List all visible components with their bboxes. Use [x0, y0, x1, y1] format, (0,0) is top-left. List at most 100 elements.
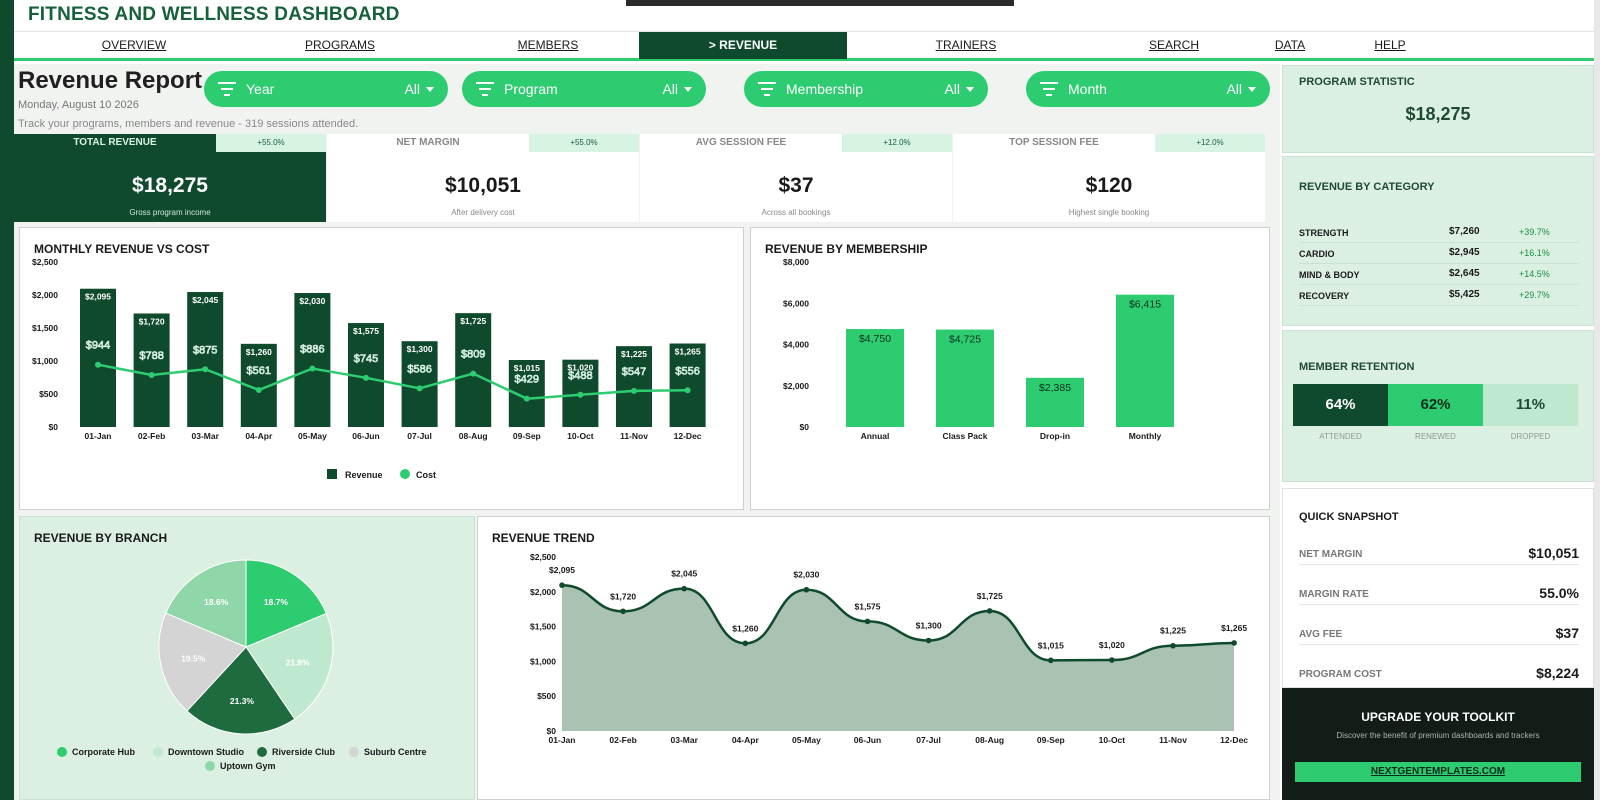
- revenue-bar-label: $1,725: [460, 316, 486, 326]
- pie-slice: [165, 559, 247, 648]
- filter-label: Program: [504, 81, 558, 97]
- trend-point: [864, 618, 871, 625]
- revenue-bar-label: $1,300: [407, 344, 433, 354]
- pie-slice: [158, 612, 247, 712]
- y-tick-label: $1,000: [530, 656, 556, 666]
- filter-membership[interactable]: Membership All: [744, 71, 988, 107]
- trend-point: [803, 586, 810, 593]
- member-retention-panel: MEMBER RETENTION 64% 62% 11% ATTENDED RE…: [1282, 330, 1594, 482]
- filter-month[interactable]: Month All: [1026, 71, 1270, 107]
- x-tick-label: 03-Mar: [191, 431, 219, 441]
- trend-point: [559, 582, 565, 588]
- upgrade-banner: UPGRADE YOUR TOOLKIT Discover the benefi…: [1282, 688, 1594, 800]
- program-statistic-value: $18,275: [1405, 104, 1471, 124]
- legend-swatch-revenue: [327, 469, 337, 479]
- pie-slice: [245, 612, 334, 720]
- filter-value: All: [404, 81, 420, 97]
- x-tick-label: 12-Dec: [1220, 735, 1248, 745]
- nav-help[interactable]: HELP: [1374, 38, 1406, 52]
- trend-point: [986, 608, 993, 614]
- trend-chart: $2,500 $2,000 $1,500 $1,000 $500 $0 $2,095 01-J…: [530, 552, 1248, 745]
- filter-label: Year: [246, 81, 275, 97]
- membership-bar: [936, 329, 994, 427]
- revenue-bar-label: $1,020: [567, 363, 593, 373]
- membership-bar: [1116, 294, 1174, 427]
- branch-chart: 18.7% 21.8% 21.3% 19.5% 18.6% Corporate Hub Do…: [57, 559, 427, 771]
- kpi-badge: +12.0%: [1155, 134, 1265, 152]
- revenue-bar-label: $1,265: [675, 347, 701, 357]
- pie-slice-label: 19.5%: [181, 653, 206, 663]
- category-row: STRENGTH $7,260 +39.7%: [1299, 223, 1579, 243]
- cost-point: [416, 385, 423, 392]
- revenue-bar-label: $2,045: [192, 295, 218, 305]
- category-row: MIND & BODY $2,645 +14.5%: [1299, 265, 1579, 285]
- x-tick-label: 11-Nov: [620, 431, 648, 441]
- kpi-value: $10,051: [445, 174, 521, 197]
- kpi-badge: +55.0%: [216, 134, 326, 152]
- x-tick-label: 06-Jun: [352, 431, 379, 441]
- cost-point-label: $875: [193, 344, 217, 356]
- pie-slice-label: 18.6%: [204, 597, 229, 607]
- retention-bar: 64% 62% 11% ATTENDED RENEWED DROPPED: [1293, 384, 1578, 454]
- cost-point-label: $586: [407, 363, 431, 375]
- retention-renewed: 62%: [1388, 384, 1483, 426]
- category-row: RECOVERY $5,425 +29.7%: [1299, 286, 1579, 306]
- upgrade-link-button[interactable]: NEXTGENTEMPLATES.COM: [1295, 762, 1581, 782]
- kpi-badge: +55.0%: [529, 134, 639, 152]
- trend-point-label: $2,030: [793, 570, 819, 580]
- legend-label: Uptown Gym: [220, 761, 276, 771]
- pie-slice: [186, 646, 296, 735]
- chart-title: REVENUE TREND: [492, 531, 595, 545]
- nav-revenue[interactable]: > REVENUE: [639, 32, 847, 59]
- cost-point: [523, 395, 530, 402]
- filter-year[interactable]: Year All: [204, 71, 448, 107]
- cost-line: [97, 363, 688, 400]
- snapshot-row: MARGIN RATE 55.0%: [1299, 573, 1579, 605]
- chevron-down-icon: [1248, 87, 1256, 92]
- category-row: CARDIO $2,945 +16.1%: [1299, 244, 1579, 264]
- x-tick-label: 01-Jan: [549, 735, 576, 745]
- cost-point-label: $788: [139, 350, 163, 362]
- app-title: FITNESS AND WELLNESS DASHBOARD: [28, 4, 400, 25]
- x-tick-label: 06-Jun: [854, 735, 881, 745]
- trend-area: [562, 585, 1235, 731]
- nav-overview[interactable]: OVERVIEW: [101, 38, 167, 52]
- cost-point-label: $886: [300, 344, 324, 356]
- kpi-net-margin: NET MARGIN +55.0% $10,051 After delivery…: [327, 134, 639, 222]
- membership-bar-label: $6,415: [1129, 299, 1161, 311]
- retention-dropped: 11%: [1483, 384, 1578, 426]
- nav-programs[interactable]: PROGRAMS: [304, 38, 375, 52]
- trend-point-label: $1,265: [1221, 623, 1247, 633]
- filter-value: All: [944, 81, 960, 97]
- legend-label: Suburb Centre: [364, 747, 427, 757]
- nav-members[interactable]: MEMBERS: [517, 38, 579, 52]
- filter-label: Membership: [786, 81, 864, 97]
- cost-point: [363, 374, 369, 381]
- revenue-bar: [80, 288, 116, 427]
- trend-point-label: $1,720: [610, 591, 636, 601]
- cost-point-label: $547: [622, 366, 646, 378]
- trend-chart-panel: REVENUE TREND $2,500 $2,000 $1,500 $1,000 $5…: [477, 516, 1270, 800]
- nav-data[interactable]: DATA: [1274, 38, 1306, 52]
- x-tick-label: 10-Oct: [1099, 735, 1126, 745]
- nav-search[interactable]: SEARCH: [1148, 38, 1199, 52]
- cost-point-label: $944: [86, 340, 110, 352]
- x-tick-label: 02-Feb: [138, 431, 165, 441]
- kpi-avg-session-fee: AVG SESSION FEE +12.0% $37 Across all bo…: [640, 134, 952, 222]
- filter-icon: [476, 82, 494, 96]
- legend-swatch: [57, 747, 67, 757]
- trend-point-label: $1,020: [1099, 640, 1125, 650]
- y-tick-label: $0: [49, 422, 59, 432]
- nav-trainers[interactable]: TRAINERS: [935, 38, 997, 52]
- filter-program[interactable]: Program All: [462, 71, 706, 107]
- x-tick-label: 10-Oct: [567, 431, 594, 441]
- kpi-name: NET MARGIN: [396, 137, 460, 148]
- y-tick-label: $6,000: [783, 298, 809, 308]
- revenue-bar-label: $1,015: [514, 363, 540, 373]
- y-tick-label: $2,500: [530, 552, 556, 562]
- revenue-bar-label: $2,030: [299, 296, 325, 306]
- kpi-desc: Across all bookings: [761, 208, 831, 217]
- category-name: CARDIO: [1299, 249, 1335, 259]
- top-window-strip: [626, 0, 1014, 6]
- pie-slice-label: 18.7%: [264, 597, 289, 607]
